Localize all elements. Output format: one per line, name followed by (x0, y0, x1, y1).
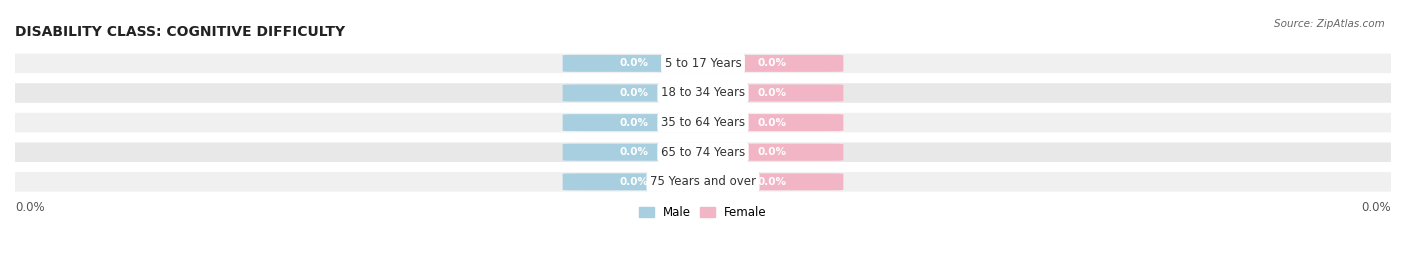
Text: Source: ZipAtlas.com: Source: ZipAtlas.com (1274, 19, 1385, 29)
Text: 0.0%: 0.0% (620, 58, 648, 68)
Text: 0.0%: 0.0% (15, 201, 45, 214)
Text: 0.0%: 0.0% (620, 147, 648, 157)
Text: 0.0%: 0.0% (758, 58, 786, 68)
Text: 0.0%: 0.0% (758, 177, 786, 187)
FancyBboxPatch shape (562, 55, 706, 72)
FancyBboxPatch shape (562, 144, 706, 161)
Text: 0.0%: 0.0% (620, 88, 648, 98)
FancyBboxPatch shape (562, 173, 706, 190)
FancyBboxPatch shape (0, 113, 1406, 132)
FancyBboxPatch shape (562, 114, 706, 131)
FancyBboxPatch shape (700, 173, 844, 190)
Text: 0.0%: 0.0% (758, 147, 786, 157)
FancyBboxPatch shape (700, 114, 844, 131)
Text: 0.0%: 0.0% (758, 88, 786, 98)
Text: 75 Years and over: 75 Years and over (650, 175, 756, 188)
Text: 18 to 34 Years: 18 to 34 Years (661, 86, 745, 100)
Text: 0.0%: 0.0% (620, 177, 648, 187)
FancyBboxPatch shape (0, 83, 1406, 103)
FancyBboxPatch shape (0, 172, 1406, 192)
FancyBboxPatch shape (0, 143, 1406, 162)
Text: 65 to 74 Years: 65 to 74 Years (661, 146, 745, 159)
FancyBboxPatch shape (700, 84, 844, 101)
FancyBboxPatch shape (700, 55, 844, 72)
Text: 0.0%: 0.0% (758, 118, 786, 128)
FancyBboxPatch shape (562, 84, 706, 101)
Text: DISABILITY CLASS: COGNITIVE DIFFICULTY: DISABILITY CLASS: COGNITIVE DIFFICULTY (15, 25, 344, 39)
Text: 35 to 64 Years: 35 to 64 Years (661, 116, 745, 129)
FancyBboxPatch shape (0, 54, 1406, 73)
Text: 0.0%: 0.0% (620, 118, 648, 128)
Legend: Male, Female: Male, Female (634, 201, 772, 224)
FancyBboxPatch shape (700, 144, 844, 161)
Text: 0.0%: 0.0% (1361, 201, 1391, 214)
Text: 5 to 17 Years: 5 to 17 Years (665, 57, 741, 70)
